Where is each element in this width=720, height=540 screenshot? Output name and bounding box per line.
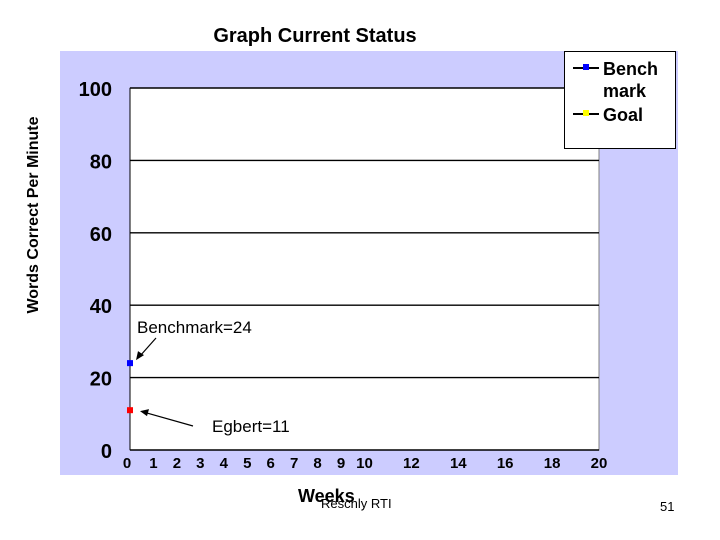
x-tick-label: 16 [497,455,514,472]
x-tick-label: 14 [450,455,467,472]
y-tick-label: 60 [90,224,112,246]
x-tick-label: 1 [149,455,157,472]
gridlines [129,87,599,451]
x-tick-label: 18 [544,455,561,472]
y-tick-labels: 0 20 40 60 80 100 [79,79,112,463]
x-tick-label: 0 [123,455,131,472]
x-tick-label: 7 [290,455,298,472]
x-tick-label: 6 [267,455,275,472]
legend-swatch-benchmark [573,58,599,78]
x-tick-label: 8 [313,455,321,472]
legend-item-benchmark: Bench mark [573,58,673,102]
x-tick-label: 3 [196,455,204,472]
legend-item-goal: Goal [573,104,673,126]
plot-area [129,87,600,451]
annotations: Benchmark=24 Egbert=11 [136,318,290,436]
y-tick-label: 0 [101,441,112,463]
x-tick-label: 4 [220,455,229,472]
annotation-benchmark: Benchmark=24 [137,318,252,337]
data-point-egbert [127,407,133,414]
y-tick-label: 20 [90,369,112,391]
x-tick-label: 5 [243,455,251,472]
legend-label-goal: Goal [603,105,644,125]
y-tick-label: 80 [90,151,112,173]
annotation-arrowhead-benchmark [136,351,144,361]
x-tick-label: 20 [591,455,608,472]
data-point-bench-mark [127,360,133,367]
page-number: 51 [660,499,675,514]
annotation-egbert: Egbert=11 [212,417,290,436]
legend: Bench mark Goal [564,51,676,149]
slide-title: Graph Current Status [213,25,417,47]
legend-label-benchmark: Bench mark [603,59,659,101]
x-tick-label: 12 [403,455,420,472]
y-tick-label: 40 [90,296,112,318]
x-tick-label: 10 [356,455,373,472]
y-tick-label: 100 [79,79,112,101]
annotation-arrowhead-egbert [140,409,149,417]
legend-swatch-goal [573,104,599,124]
x-tick-label: 2 [173,455,181,472]
x-axis-label: Weeks [298,486,355,506]
x-tick-label: 9 [337,455,345,472]
x-tick-labels: 0 1 2 3 4 5 6 7 8 9 10 12 14 16 18 20 [123,455,608,472]
footer-source: Reschly RTI [321,496,392,511]
annotation-arrow-egbert [143,411,194,427]
data-points [127,360,133,414]
